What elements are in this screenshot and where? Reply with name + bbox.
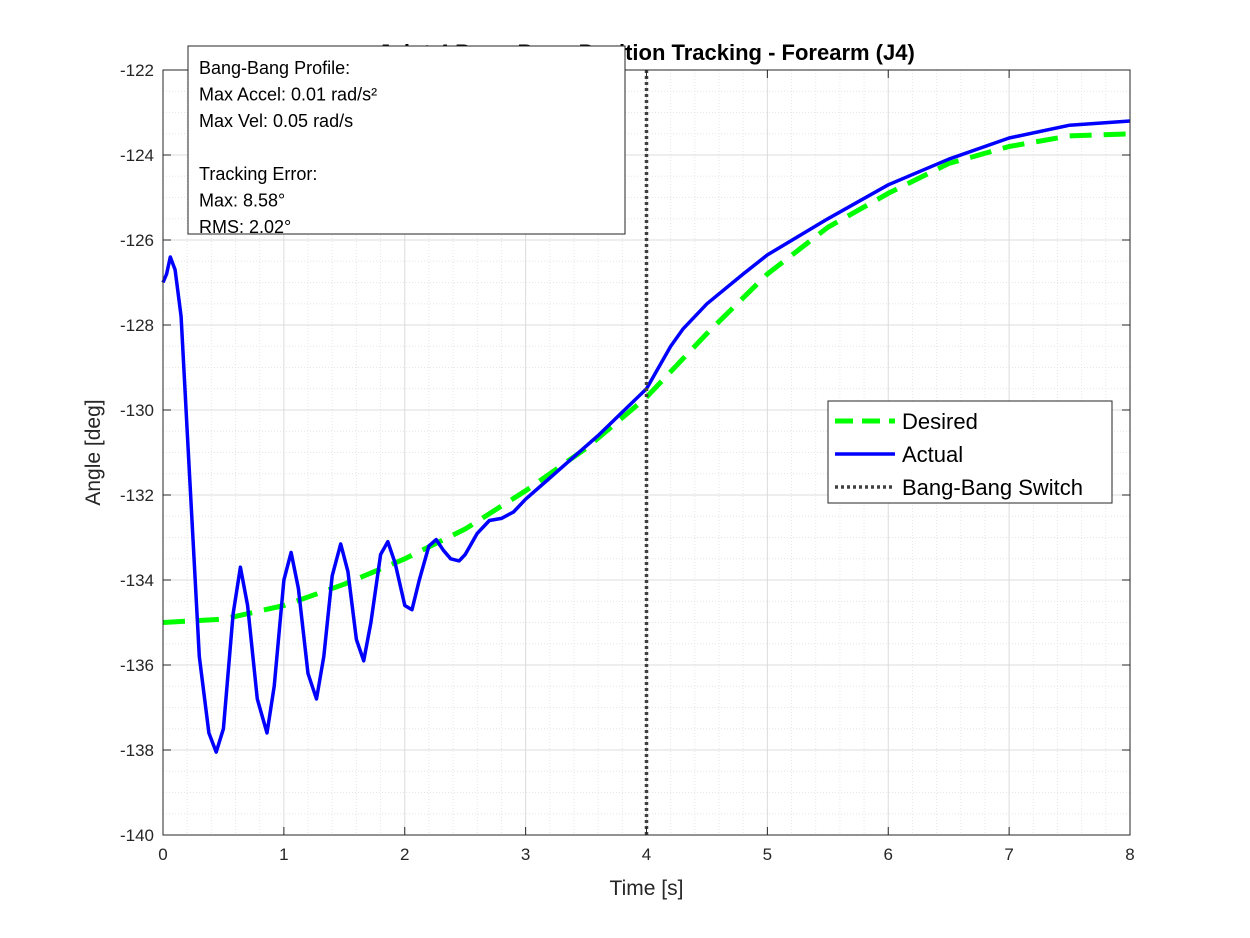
legend[interactable]: Desired Actual Bang-Bang Switch xyxy=(827,400,1113,504)
y-tick-label: -124 xyxy=(120,146,154,165)
y-tick-label: -138 xyxy=(120,741,154,760)
annotation-lines: Bang-Bang Profile: Max Accel: 0.01 rad/s²… xyxy=(199,58,377,237)
annotation-box: Bang-Bang Profile: Max Accel: 0.01 rad/s²… xyxy=(187,45,626,237)
x-tick-label: 7 xyxy=(1004,845,1013,864)
annotation-line: RMS: 2.02° xyxy=(199,217,291,237)
x-tick-label: 6 xyxy=(884,845,893,864)
annotation-frame xyxy=(187,45,626,235)
y-tick-label: -130 xyxy=(120,401,154,420)
legend-label: Desired xyxy=(902,409,978,434)
x-tick-label: 4 xyxy=(642,845,651,864)
series-desired xyxy=(162,131,1131,625)
x-tick-label: 1 xyxy=(279,845,288,864)
x-tick-label: 3 xyxy=(521,845,530,864)
legend-frame xyxy=(827,400,1113,504)
annotation-line: Tracking Error: xyxy=(199,164,317,184)
annotation-line: Max: 8.58° xyxy=(199,191,285,211)
y-axis-label: Angle [deg] xyxy=(82,399,105,505)
annotation-line: Max Vel: 0.05 rad/s xyxy=(199,111,353,131)
x-tick-label: 8 xyxy=(1125,845,1134,864)
annotation-line: Max Accel: 0.01 rad/s² xyxy=(199,85,377,105)
x-tick-label: 0 xyxy=(158,845,167,864)
y-tick-label: -134 xyxy=(120,571,154,590)
y-tick-label: -126 xyxy=(120,231,154,250)
legend-label: Bang-Bang Switch xyxy=(902,475,1083,500)
legend-item[interactable]: Desired xyxy=(835,409,978,434)
y-tick-label: -140 xyxy=(120,826,154,845)
series-actual xyxy=(161,119,1131,754)
annotation-line: Bang-Bang Profile: xyxy=(199,58,350,78)
y-tick-label: -122 xyxy=(120,61,154,80)
legend-label: Actual xyxy=(902,442,963,467)
y-tick-label: -132 xyxy=(120,486,154,505)
y-tick-label: -136 xyxy=(120,656,154,675)
series-layer xyxy=(161,70,1131,835)
x-axis-label: Time [s] xyxy=(610,877,684,900)
x-tick-label: 5 xyxy=(763,845,772,864)
tick-labels: 0 1 2 3 4 5 6 7 8 -140 -138 -136 -134 -132 -130 -128 -12… xyxy=(120,61,1135,864)
x-tick-label: 2 xyxy=(400,845,409,864)
legend-item[interactable]: Bang-Bang Switch xyxy=(835,475,1083,500)
legend-items: Desired Actual Bang-Bang Switch xyxy=(835,409,1083,500)
y-tick-label: -128 xyxy=(120,316,154,335)
legend-item[interactable]: Actual xyxy=(835,442,963,467)
